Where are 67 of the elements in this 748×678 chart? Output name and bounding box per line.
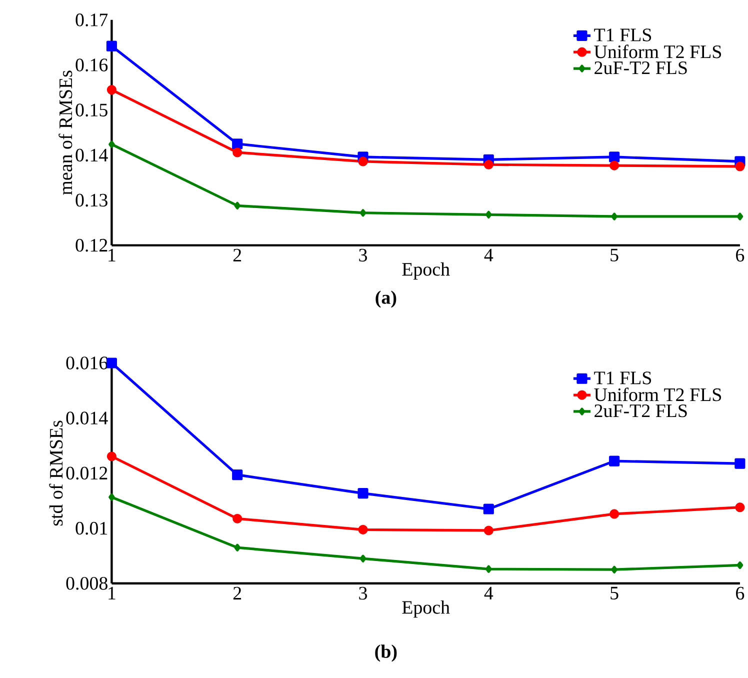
legend-label: Uniform T2 FLS xyxy=(594,388,721,402)
point xyxy=(232,514,242,524)
point xyxy=(358,488,368,499)
legend-label: T1 FLS xyxy=(594,372,651,384)
y-tick-label: 0.13 xyxy=(76,194,108,207)
x-tick-label: 1 xyxy=(108,586,116,600)
x-axis-title: Epoch xyxy=(402,262,450,280)
y-tick-label: 0.012 xyxy=(66,466,108,480)
point xyxy=(485,565,492,573)
point xyxy=(484,160,494,170)
point xyxy=(106,84,116,95)
point xyxy=(234,202,241,210)
point xyxy=(611,566,618,574)
point xyxy=(734,458,746,469)
legend-label: 2uF-T2 FLS xyxy=(594,404,687,418)
point xyxy=(609,152,620,162)
point xyxy=(360,209,366,217)
text: (a) xyxy=(376,290,396,308)
y-tick-label: 0.014 xyxy=(66,412,108,424)
y-tick-label: 0.15 xyxy=(76,104,108,116)
point xyxy=(736,212,744,220)
point xyxy=(609,456,620,466)
point xyxy=(360,554,366,562)
point xyxy=(106,40,117,52)
point xyxy=(106,452,116,462)
legend-label: 2uF-T2 FLS xyxy=(594,61,687,74)
point xyxy=(735,162,745,172)
x-tick-label: 4 xyxy=(484,586,494,600)
y-tick-label: 0.14 xyxy=(76,148,108,162)
y-axis-title: std of RMSEs xyxy=(49,420,63,526)
point xyxy=(232,148,242,158)
point xyxy=(736,561,744,569)
x-tick-label: 6 xyxy=(736,248,744,262)
x-tick-label: 5 xyxy=(610,586,618,600)
point xyxy=(358,524,368,534)
point xyxy=(485,210,492,218)
x-tick-label: 2 xyxy=(233,248,242,262)
y-tick-label: 0.12 xyxy=(76,238,108,252)
x-tick-label: 3 xyxy=(359,248,367,262)
y-tick-label: 0.01 xyxy=(76,522,108,535)
point xyxy=(610,509,620,519)
x-axis-title: Epoch xyxy=(402,600,450,618)
legend-label: Uniform T2 FLS xyxy=(594,44,722,58)
y-tick-label: 0.17 xyxy=(76,13,108,26)
x-tick-label: 3 xyxy=(359,586,367,600)
x-tick-label: 4 xyxy=(484,248,494,262)
point xyxy=(611,212,618,220)
y-tick-label: 0.008 xyxy=(66,576,108,590)
point xyxy=(232,138,243,150)
point xyxy=(234,544,241,552)
x-tick-label: 2 xyxy=(233,586,242,600)
point xyxy=(106,358,117,368)
x-tick-label: 1 xyxy=(108,248,116,262)
point xyxy=(358,156,368,166)
text: (b) xyxy=(375,644,397,662)
x-tick-label: 6 xyxy=(736,586,744,600)
y-axis-title: mean of RMSEs xyxy=(58,70,72,195)
point xyxy=(232,470,243,480)
point xyxy=(108,140,115,148)
point xyxy=(610,160,620,170)
point xyxy=(483,504,494,514)
x-tick-label: 5 xyxy=(610,248,618,262)
point xyxy=(735,502,745,512)
legend-label: T1 FLS xyxy=(594,28,652,42)
y-tick-label: 0.16 xyxy=(76,58,108,72)
point xyxy=(484,526,494,536)
point xyxy=(108,493,115,501)
